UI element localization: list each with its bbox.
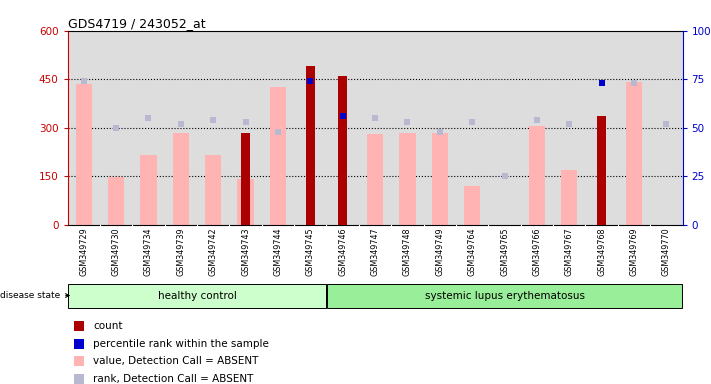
Bar <box>400 132 415 225</box>
Text: percentile rank within the sample: percentile rank within the sample <box>93 339 269 349</box>
Text: GSM349767: GSM349767 <box>565 227 574 276</box>
Bar <box>294 31 326 225</box>
Text: GSM349742: GSM349742 <box>209 227 218 276</box>
Bar <box>270 87 286 225</box>
Bar <box>597 116 606 225</box>
Text: GSM349743: GSM349743 <box>241 227 250 276</box>
Bar <box>205 155 221 225</box>
Text: GSM349770: GSM349770 <box>662 227 671 276</box>
Text: GDS4719 / 243052_at: GDS4719 / 243052_at <box>68 17 205 30</box>
Bar <box>306 66 315 225</box>
Bar <box>173 132 189 225</box>
Bar <box>626 83 642 225</box>
Bar <box>197 31 230 225</box>
Text: GSM349746: GSM349746 <box>338 227 347 276</box>
Bar <box>241 132 250 225</box>
Bar <box>456 31 488 225</box>
Text: GSM349768: GSM349768 <box>597 227 606 276</box>
FancyBboxPatch shape <box>68 284 326 308</box>
Text: GSM349765: GSM349765 <box>500 227 509 276</box>
Bar <box>75 84 92 225</box>
Text: value, Detection Call = ABSENT: value, Detection Call = ABSENT <box>93 356 259 366</box>
Bar <box>165 31 197 225</box>
Text: GSM349769: GSM349769 <box>629 227 638 276</box>
Text: GSM349744: GSM349744 <box>274 227 282 276</box>
Text: GSM349764: GSM349764 <box>468 227 476 276</box>
Bar <box>262 31 294 225</box>
Bar <box>326 31 359 225</box>
Text: count: count <box>93 321 123 331</box>
Bar <box>230 31 262 225</box>
Text: GSM349734: GSM349734 <box>144 227 153 276</box>
Bar <box>237 179 254 225</box>
Bar <box>488 31 520 225</box>
Bar <box>561 170 577 225</box>
Text: GSM349749: GSM349749 <box>435 227 444 276</box>
Bar <box>529 126 545 225</box>
Bar <box>338 76 347 225</box>
Text: GSM349730: GSM349730 <box>112 227 121 276</box>
Text: GSM349729: GSM349729 <box>79 227 88 276</box>
Bar <box>424 31 456 225</box>
Bar <box>132 31 165 225</box>
Bar <box>553 31 585 225</box>
Text: GSM349739: GSM349739 <box>176 227 186 276</box>
Bar <box>585 31 618 225</box>
Bar <box>432 132 448 225</box>
FancyBboxPatch shape <box>327 284 683 308</box>
Text: GSM349748: GSM349748 <box>403 227 412 276</box>
Text: systemic lupus erythematosus: systemic lupus erythematosus <box>424 291 584 301</box>
Bar <box>140 155 156 225</box>
Bar <box>108 177 124 225</box>
Bar <box>520 31 553 225</box>
Bar <box>650 31 683 225</box>
Text: GSM349747: GSM349747 <box>370 227 380 276</box>
Bar <box>367 134 383 225</box>
Bar <box>359 31 391 225</box>
Text: healthy control: healthy control <box>158 291 237 301</box>
Text: rank, Detection Call = ABSENT: rank, Detection Call = ABSENT <box>93 374 254 384</box>
Text: GSM349766: GSM349766 <box>533 227 541 276</box>
Text: GSM349745: GSM349745 <box>306 227 315 276</box>
Bar <box>100 31 132 225</box>
Text: disease state: disease state <box>0 291 69 300</box>
Bar <box>464 186 480 225</box>
Bar <box>68 31 100 225</box>
Bar <box>618 31 650 225</box>
Bar <box>391 31 424 225</box>
